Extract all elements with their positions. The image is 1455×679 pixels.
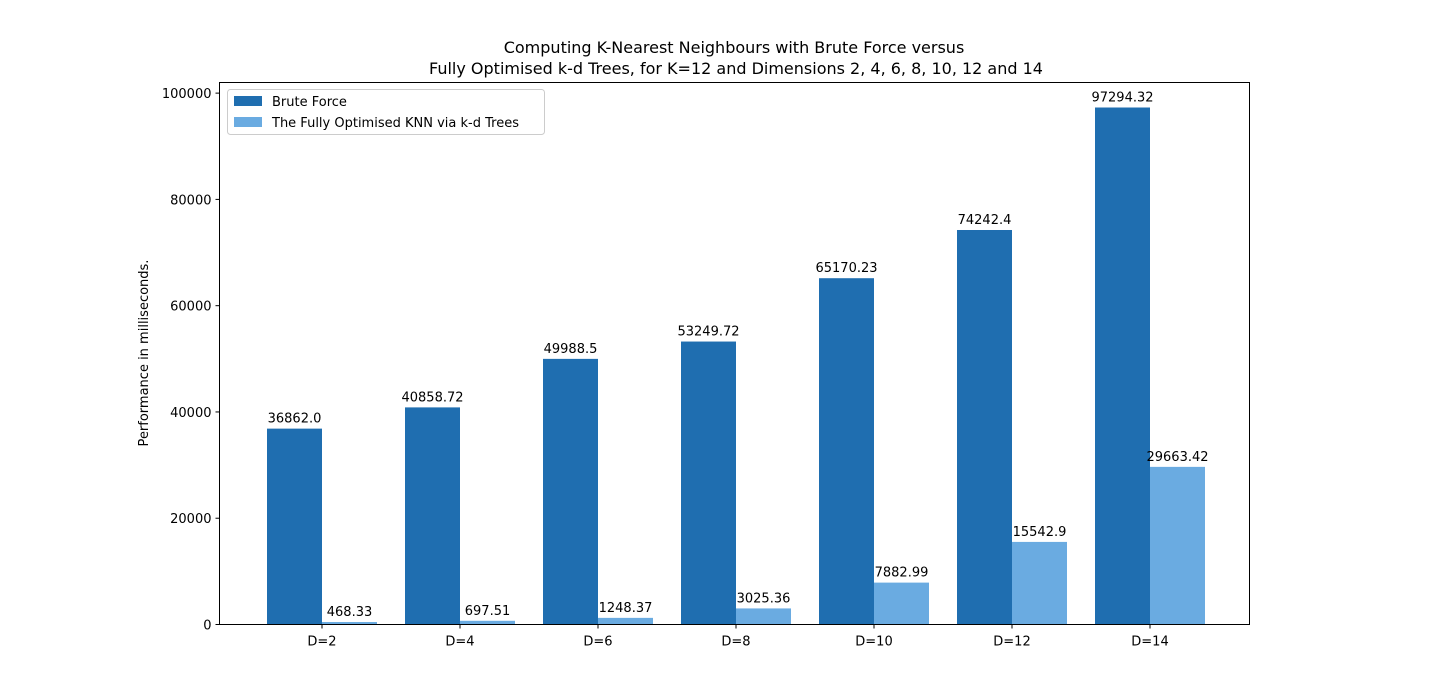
bar-label-brute-force-4: 65170.23 bbox=[815, 261, 877, 276]
y-tick-label-2: 40000 bbox=[170, 406, 211, 421]
legend-swatch-brute-force bbox=[234, 96, 262, 106]
x-tick-label-6: D=14 bbox=[1131, 635, 1168, 650]
bar-brute-force-6 bbox=[1095, 107, 1150, 625]
bar-label-brute-force-3: 53249.72 bbox=[677, 325, 739, 340]
bar-label-brute-force-0: 36862.0 bbox=[268, 412, 322, 427]
bar-brute-force-2 bbox=[543, 358, 598, 625]
x-tick-label-4: D=10 bbox=[855, 635, 892, 650]
legend-label-kd-trees: The Fully Optimised KNN via k-d Trees bbox=[271, 116, 519, 131]
bar-kd-trees-5 bbox=[1012, 541, 1067, 625]
bar-label-brute-force-1: 40858.72 bbox=[401, 390, 463, 405]
bar-kd-trees-4 bbox=[874, 582, 929, 625]
y-tick-label-0: 0 bbox=[203, 619, 211, 634]
bar-label-kd-trees-4: 7882.99 bbox=[875, 566, 929, 581]
y-axis-label: Performance in milliseconds. bbox=[137, 260, 152, 447]
bar-brute-force-3 bbox=[681, 341, 736, 625]
bar-kd-trees-0 bbox=[322, 622, 377, 625]
x-tick-label-5: D=12 bbox=[993, 635, 1030, 650]
legend: Brute Force The Fully Optimised KNN via … bbox=[227, 89, 545, 135]
legend-box bbox=[227, 89, 545, 135]
bar-brute-force-1 bbox=[405, 407, 460, 625]
y-tick-label-4: 80000 bbox=[170, 193, 211, 208]
bar-kd-trees-3 bbox=[736, 608, 791, 625]
x-tick-label-2: D=6 bbox=[583, 635, 612, 650]
y-tick-label-1: 20000 bbox=[170, 512, 211, 527]
chart-title-line-1: Computing K-Nearest Neighbours with Brut… bbox=[504, 38, 965, 57]
y-tick-label-5: 100000 bbox=[162, 87, 212, 102]
legend-swatch-kd-trees bbox=[234, 117, 262, 127]
bar-label-kd-trees-5: 15542.9 bbox=[1013, 525, 1067, 540]
chart-title-line-2: Fully Optimised k-d Trees, for K=12 and … bbox=[429, 59, 1043, 78]
x-tick-label-0: D=2 bbox=[307, 635, 336, 650]
bar-label-kd-trees-6: 29663.42 bbox=[1146, 450, 1208, 465]
bar-label-brute-force-6: 97294.32 bbox=[1091, 91, 1153, 106]
bar-kd-trees-6 bbox=[1150, 466, 1205, 625]
bar-brute-force-5 bbox=[957, 229, 1012, 625]
bar-label-brute-force-5: 74242.4 bbox=[958, 213, 1012, 228]
y-tick-label-3: 60000 bbox=[170, 300, 211, 315]
x-axis: D=2 D=4 D=6 D=8 D=10 D=12 D=14 bbox=[307, 624, 1169, 650]
bar-label-kd-trees-0: 468.33 bbox=[327, 605, 373, 620]
legend-label-brute-force: Brute Force bbox=[272, 95, 347, 110]
bar-brute-force-0 bbox=[267, 428, 322, 625]
bar-label-kd-trees-3: 3025.36 bbox=[737, 591, 791, 606]
x-tick-label-1: D=4 bbox=[445, 635, 474, 650]
x-tick-label-3: D=8 bbox=[721, 635, 750, 650]
bars-layer bbox=[267, 107, 1205, 625]
bar-brute-force-4 bbox=[819, 278, 874, 625]
y-axis: 0 20000 40000 60000 80000 100000 bbox=[162, 87, 220, 634]
bar-kd-trees-2 bbox=[598, 617, 653, 625]
bar-labels-layer: 36862.0 468.33 40858.72 697.51 49988.5 1248.3… bbox=[268, 91, 1209, 621]
bar-label-brute-force-2: 49988.5 bbox=[544, 342, 598, 357]
bar-label-kd-trees-1: 697.51 bbox=[465, 604, 511, 619]
bar-label-kd-trees-2: 1248.37 bbox=[599, 601, 653, 616]
plot-area-frame bbox=[219, 82, 1250, 625]
bar-kd-trees-1 bbox=[460, 620, 515, 625]
